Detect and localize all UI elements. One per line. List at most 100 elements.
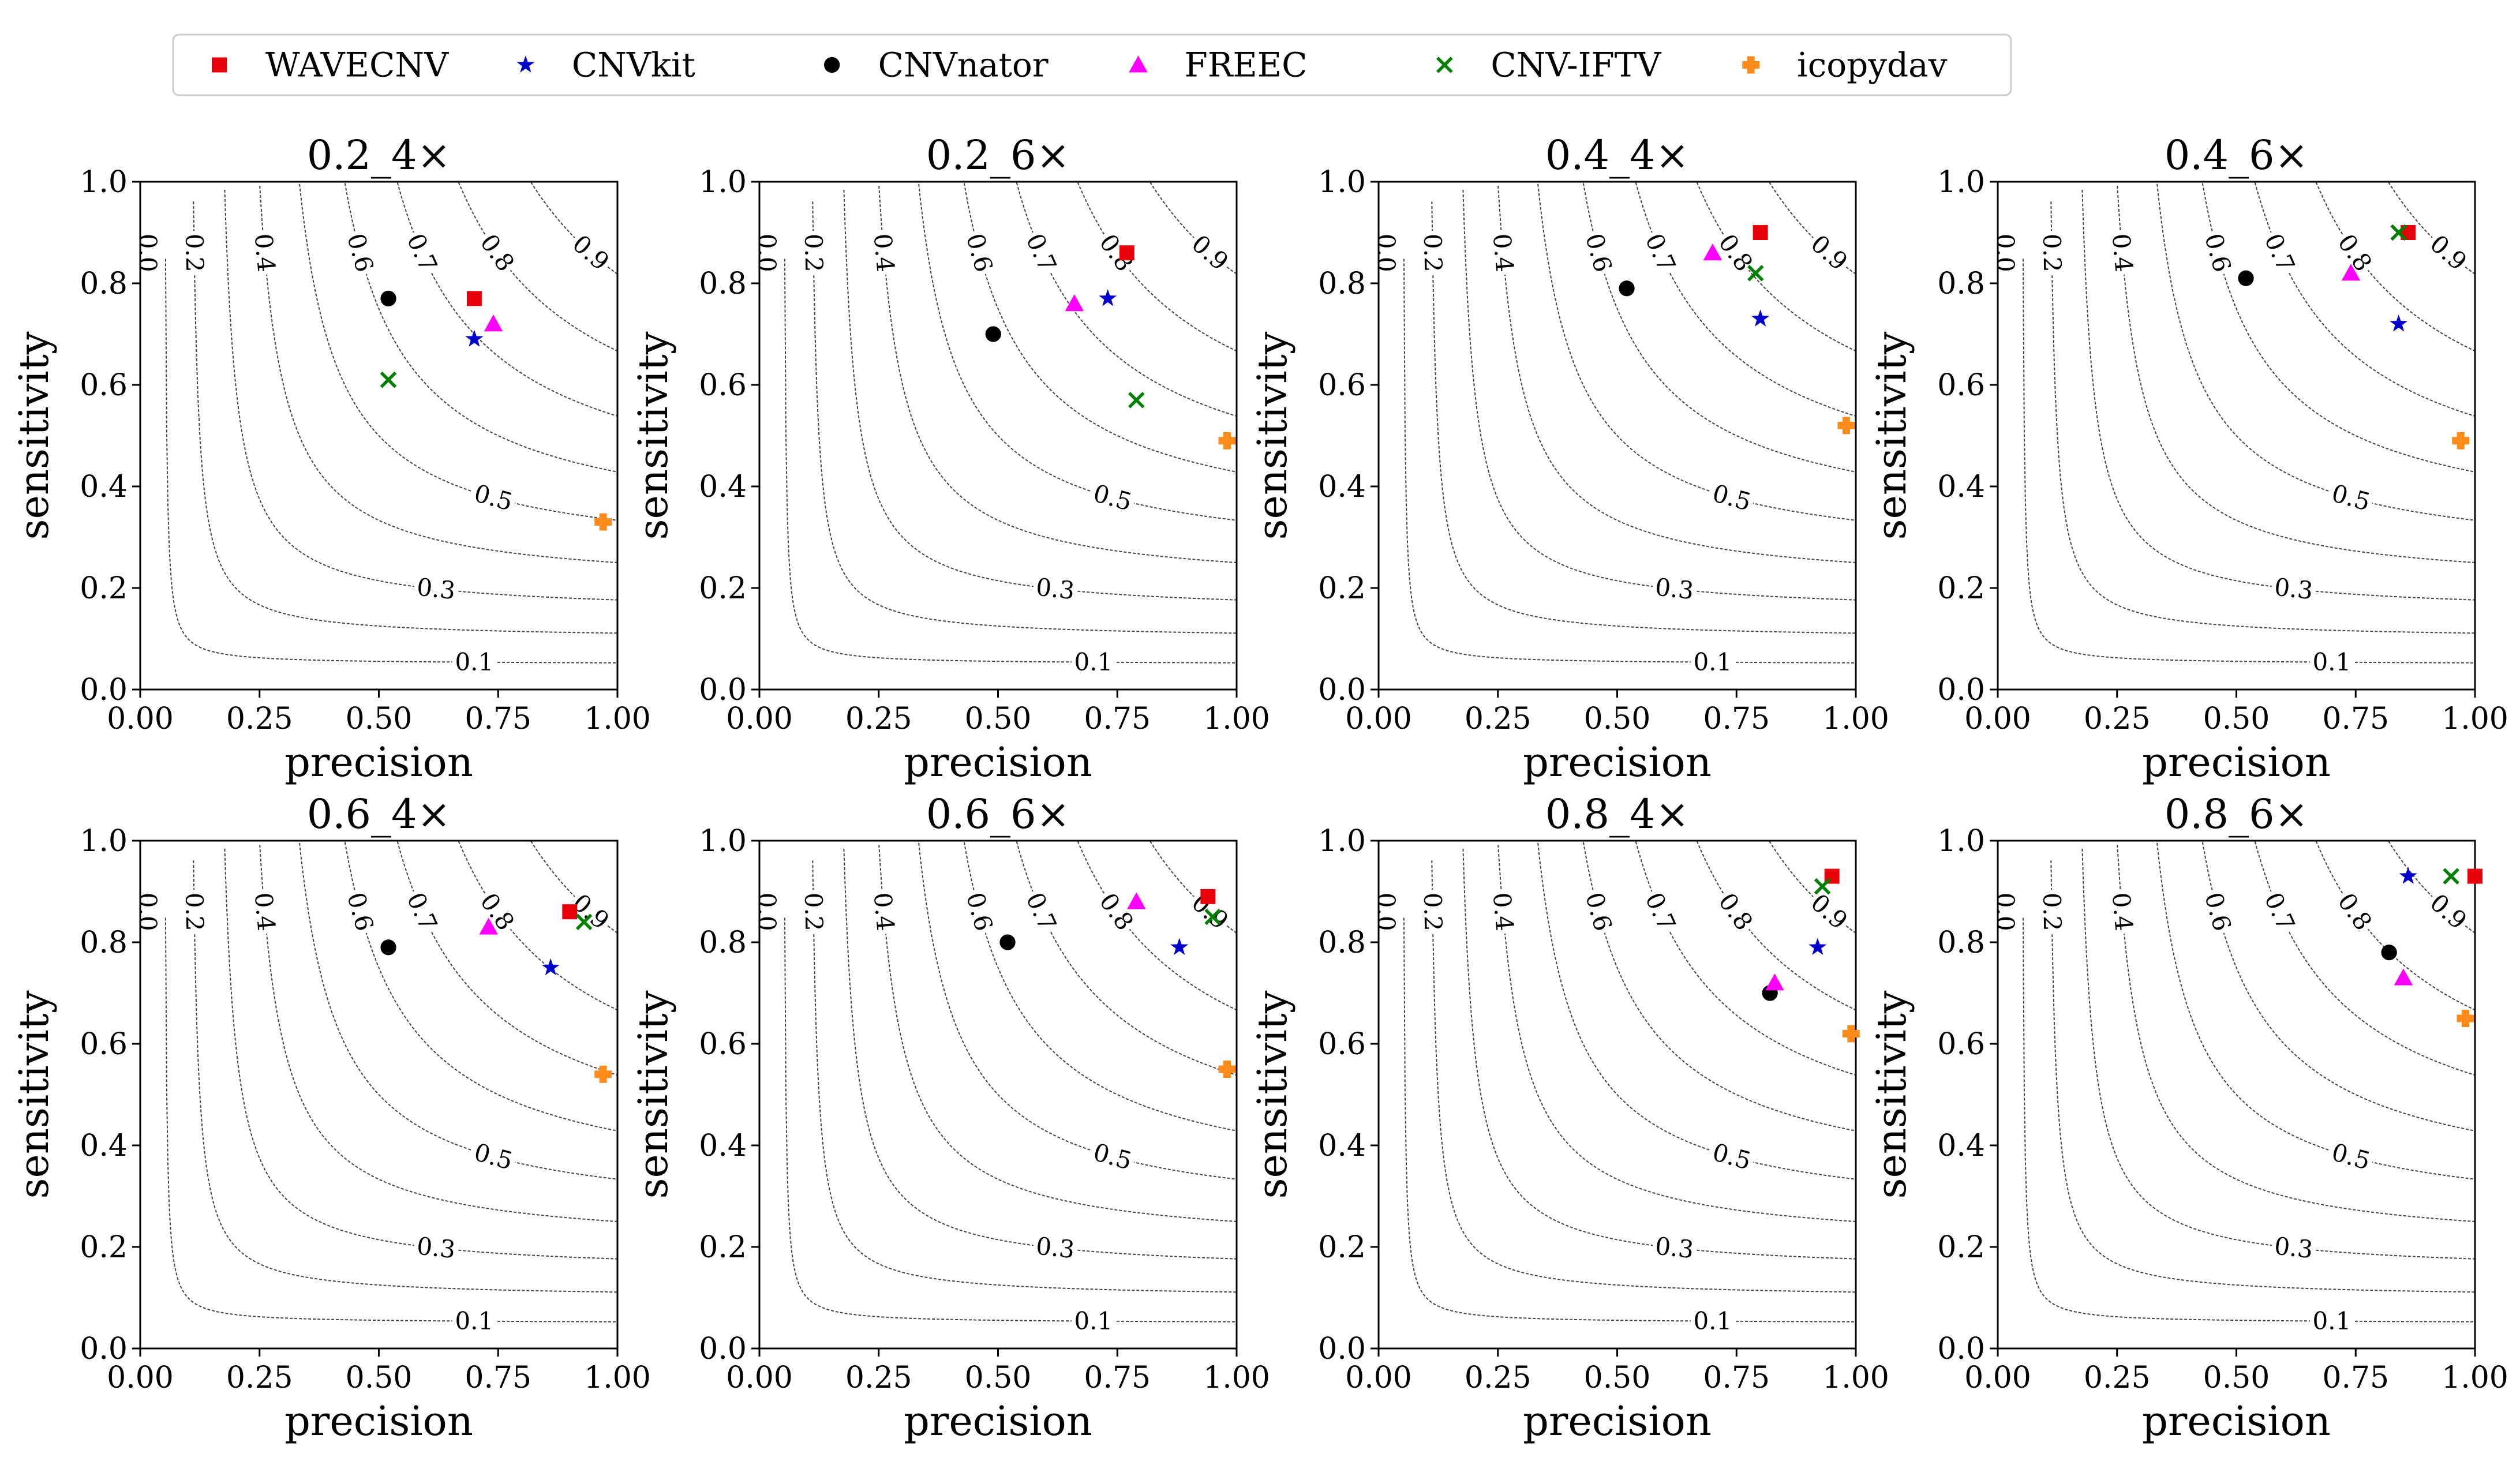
y-tick-label: 0.2 [1318, 571, 1366, 606]
x-tick-label: 0.00 [726, 702, 793, 736]
contour-label: 0.2 [180, 230, 210, 275]
y-tick-label: 0.4 [80, 470, 128, 504]
contour-label-text: 0.4 [2107, 891, 2139, 932]
contour-label-text: 0.2 [799, 892, 828, 931]
x-tick-label: 0.50 [1584, 702, 1651, 736]
contour-label: 0.4 [249, 889, 282, 935]
contour-label: 0.3 [1032, 571, 1079, 605]
contour-line-0-9 [530, 841, 617, 934]
contour-label: 0.6 [342, 886, 381, 936]
y-axis: 0.0 0.2 0.4 0.6 0.8 1.0 sensitivity [630, 165, 759, 707]
contour-label: 0.0 [1379, 890, 1401, 934]
contour-line-0-6 [1582, 183, 1856, 473]
contour-line-0-8 [458, 182, 617, 352]
contour-label-text: 0.0 [1991, 893, 2019, 931]
contour-label-text: 0.3 [1654, 1231, 1695, 1264]
contour-line-0-3 [843, 848, 1237, 1260]
y-tick-label: 0.0 [699, 673, 747, 707]
contour-label-bg [2333, 885, 2380, 936]
y-axis-label: sensitivity [1249, 990, 1296, 1198]
subplot-6: 0.6_6×0.00.10.20.30.40.50.6 0.7 0.8 0.90.00… [630, 791, 1270, 1445]
x-tick-label: 0.25 [845, 702, 912, 736]
subplot-title: 0.4_4× [1545, 132, 1690, 179]
x-tick-label: 0.50 [965, 702, 1032, 736]
y-axis: 0.0 0.2 0.4 0.6 0.8 1.0 sensitivity [10, 824, 140, 1366]
contour-label-bg [1071, 647, 1116, 673]
y-tick-label: 0.6 [699, 1027, 747, 1062]
contour-label-text: 0.3 [415, 572, 457, 605]
y-tick-label: 0.4 [1937, 470, 1985, 504]
contour-label-text: 0.0 [752, 893, 781, 931]
contour-label-bg [567, 886, 617, 934]
data-point-cnvkit [1808, 938, 1827, 955]
contour-label-bg [452, 647, 497, 673]
contour-label-bg [1714, 885, 1761, 936]
data-point-wavecnv [1753, 225, 1768, 240]
x-tick-label: 0.50 [965, 1361, 1032, 1395]
contour-label: 0.2 [2038, 230, 2068, 275]
y-axis-label: sensitivity [1868, 331, 1915, 540]
x-axis: 0.00 0.25 0.50 0.75 1.00 precision [1964, 1348, 2508, 1445]
data-points [380, 904, 612, 1083]
y-tick-label: 0.8 [1937, 267, 1985, 301]
contour-label-bg [2425, 227, 2475, 275]
legend-marker-icopydav [1742, 56, 1760, 74]
y-tick-label: 0.6 [80, 368, 128, 403]
contour-line-0-9 [1769, 841, 1856, 934]
contour-label-text: 0.3 [1035, 1231, 1076, 1264]
contour-label: 0.4 [1488, 889, 1520, 935]
legend-entry-wavecnv: WAVECNV [212, 46, 449, 85]
contour-label: 0.4 [2107, 889, 2139, 935]
x-axis-label: precision [284, 739, 473, 786]
contour-label-text: 0.4 [249, 891, 281, 932]
contour-label-text: 0.2 [180, 892, 209, 931]
contour-line-0-7 [2254, 841, 2475, 1076]
fscore-contours: 0.00.10.20.30.40.50.6 0.7 0.8 0.9 [1991, 841, 2475, 1348]
contour-label-bg [475, 226, 522, 277]
x-tick-label: 0.25 [845, 1361, 912, 1395]
x-axis-label: precision [904, 739, 1092, 786]
contour-label-bg [1806, 886, 1856, 934]
y-tick-label: 0.8 [1318, 267, 1366, 301]
contour-line-0-2 [812, 860, 1237, 1293]
contour-label-bg [1095, 226, 1141, 277]
contour-label: 0.0 [1991, 890, 2020, 934]
contour-label-bg [1071, 1306, 1116, 1332]
contour-label: 0.2 [799, 230, 829, 275]
contour-line-0-5 [2156, 842, 2475, 1180]
contour-label: 0.2 [1418, 230, 1448, 275]
contour-label-text: 0.2 [1418, 892, 1447, 931]
legend-label-wavecnv: WAVECNV [265, 46, 449, 85]
y-tick-label: 0.4 [699, 1129, 747, 1163]
data-point-cnv-iftv [1204, 908, 1221, 926]
contour-label: 0.1 [2309, 1306, 2354, 1335]
contour-label: 0.1 [2309, 647, 2354, 676]
data-point-freec [1703, 243, 1723, 261]
y-axis: 0.0 0.2 0.4 0.6 0.8 1.0 sensitivity [1249, 165, 1379, 707]
contour-label-bg [2333, 226, 2380, 277]
y-tick-label: 1.0 [80, 824, 128, 859]
contour-label-bg [1806, 227, 1856, 275]
contour-label-text: 0.3 [2273, 1231, 2315, 1264]
contour-label-bg [2040, 889, 2068, 934]
contour-label-bg [252, 889, 282, 935]
x-axis-label: precision [1523, 739, 1712, 786]
y-tick-label: 0.8 [1937, 926, 1985, 960]
subplot-title: 0.2_4× [307, 132, 451, 179]
contour-label-text: 0.1 [2312, 647, 2351, 676]
x-tick-label: 0.25 [1465, 1361, 1532, 1395]
contour-label-bg [1491, 230, 1520, 276]
fscore-contours: 0.00.10.20.30.40.50.6 0.7 0.8 0.9 [1379, 841, 1856, 1348]
x-tick-label: 0.50 [346, 702, 413, 736]
legend: WAVECNV CNVkit CNVnator FREEC CNV-IFTV icopyd… [172, 33, 2012, 96]
data-point-cnvnator [1619, 280, 1635, 297]
data-point-wavecnv [1200, 889, 1216, 904]
contour-label-bg [963, 227, 1000, 277]
contour-label-bg [140, 890, 163, 934]
contour-label-bg [469, 1136, 519, 1173]
contour-label-bg [759, 890, 782, 934]
contour-line-0-5 [1537, 842, 1856, 1180]
contour-label: 0.3 [413, 1230, 460, 1264]
contour-label: 0.1 [1690, 1306, 1735, 1335]
contour-label-bg [2270, 1230, 2317, 1261]
